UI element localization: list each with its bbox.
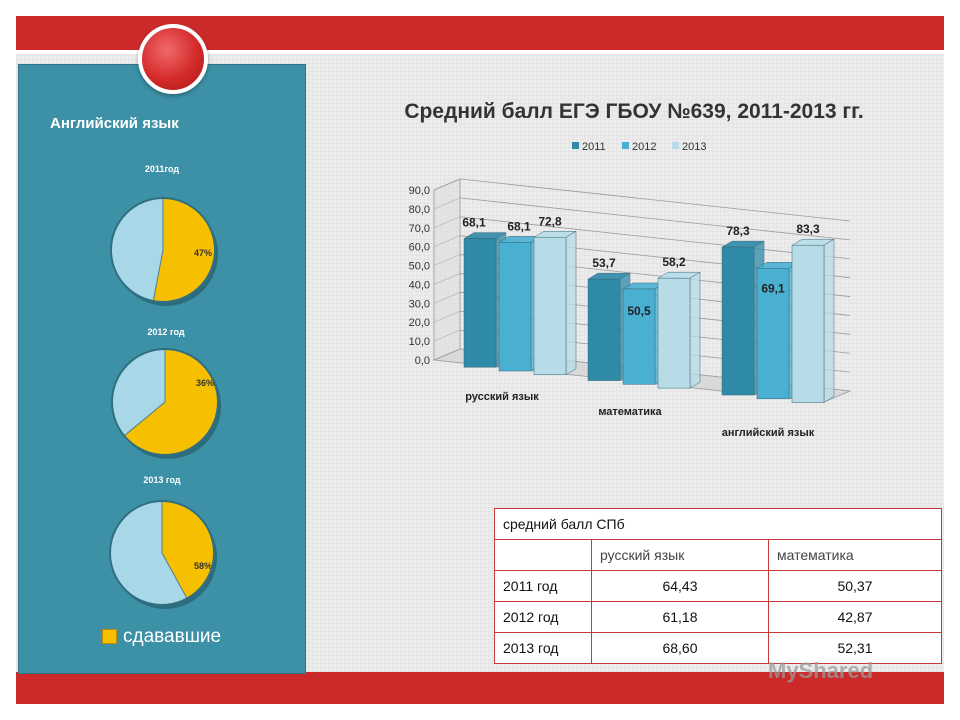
table-cell: 64,43 bbox=[591, 570, 769, 602]
table-cell-year: 2011 год bbox=[494, 570, 592, 602]
pie-legend-label: сдававшие bbox=[123, 626, 222, 647]
y-tick-label: 60,0 bbox=[409, 242, 430, 254]
table-cell: 50,37 bbox=[768, 570, 942, 602]
legend-label-2011: 2011 bbox=[582, 141, 606, 153]
bar-value-label: 83,3 bbox=[796, 222, 820, 236]
bar-side bbox=[565, 230, 577, 376]
legend-swatch-2012 bbox=[622, 142, 629, 149]
y-tick-label: 10,0 bbox=[409, 336, 430, 348]
y-tick-label: 70,0 bbox=[409, 223, 430, 235]
y-tick-label: 90,0 bbox=[409, 185, 430, 197]
table-cell: 42,87 bbox=[768, 601, 942, 633]
bar-front bbox=[463, 238, 497, 368]
table-row: 2011 год 64,43 50,37 bbox=[494, 570, 942, 602]
legend-swatch bbox=[102, 629, 117, 645]
bar-chart: Средний балл ЕГЭ ГБОУ №639, 2011-2013 гг… bbox=[404, 100, 863, 439]
table-header-cell: русский язык bbox=[591, 539, 769, 571]
bar-value-label: 50,5 bbox=[627, 304, 651, 318]
pie-legend: сдававшие bbox=[102, 626, 221, 648]
bar-value-label: 69,1 bbox=[761, 281, 785, 295]
y-tick-label: 20,0 bbox=[409, 317, 430, 329]
bar-2013-2 bbox=[791, 238, 835, 403]
table-cell-year: 2013 год bbox=[494, 632, 592, 664]
y-tick-label: 50,0 bbox=[409, 261, 430, 273]
spb-average-table: средний балл СПб русский язык математика… bbox=[494, 508, 942, 664]
bar-front bbox=[498, 242, 532, 372]
table-row: 2013 год 68,60 52,31 bbox=[494, 632, 942, 664]
bar-2013-1 bbox=[657, 271, 701, 389]
table-cell: 68,60 bbox=[591, 632, 769, 664]
bar-value-label: 58,2 bbox=[662, 255, 686, 269]
y-tick-label: 0,0 bbox=[415, 355, 430, 367]
bar-value-label: 78,3 bbox=[726, 224, 750, 238]
bar-value-label: 68,1 bbox=[507, 219, 531, 233]
category-label: математика bbox=[598, 406, 662, 418]
legend-swatch-2013 bbox=[672, 142, 679, 149]
table-cell: 52,31 bbox=[768, 632, 942, 664]
pie-year-2012: 2012 год bbox=[147, 327, 185, 337]
legend-label-2012: 2012 bbox=[632, 141, 656, 153]
pie-year-2013: 2013 год bbox=[143, 475, 181, 485]
bar-front bbox=[721, 246, 755, 396]
y-tick-label: 30,0 bbox=[409, 298, 430, 310]
bar-front bbox=[533, 237, 567, 376]
gridline bbox=[433, 178, 851, 222]
category-label: английский язык bbox=[722, 427, 815, 439]
bottom-red-band bbox=[16, 672, 944, 704]
bar-side bbox=[689, 271, 701, 389]
table-header-cell: математика bbox=[768, 539, 942, 571]
bar-2013-0 bbox=[533, 230, 577, 376]
chart-title: Средний балл ЕГЭ ГБОУ №639, 2011-2013 гг… bbox=[404, 100, 863, 123]
bar-value-label: 72,8 bbox=[538, 214, 562, 228]
table-cell-year: 2012 год bbox=[494, 601, 592, 633]
bar-front bbox=[587, 278, 621, 381]
table-caption: средний балл СПб bbox=[494, 508, 942, 540]
y-tick-label: 80,0 bbox=[409, 204, 430, 216]
table-cell: 61,18 bbox=[591, 601, 769, 633]
decorative-red-circle bbox=[138, 24, 208, 94]
table-header-cell bbox=[494, 539, 592, 571]
legend-label-2013: 2013 bbox=[682, 141, 706, 153]
chart-side-wall bbox=[433, 178, 461, 361]
bar-side bbox=[823, 238, 835, 403]
bar-front bbox=[756, 268, 790, 400]
pie-year-2011: 2011год bbox=[144, 164, 180, 174]
table-row: 2012 год 61,18 42,87 bbox=[494, 601, 942, 633]
bar-front bbox=[791, 244, 825, 403]
y-tick-label: 40,0 bbox=[409, 279, 430, 291]
category-label: русский язык bbox=[465, 391, 539, 403]
bar-front bbox=[657, 277, 691, 389]
bar-value-label: 68,1 bbox=[462, 216, 486, 230]
bar-value-label: 53,7 bbox=[592, 256, 616, 270]
legend-swatch-2011 bbox=[572, 142, 579, 149]
watermark-logo: MyShared bbox=[768, 658, 874, 683]
left-panel bbox=[18, 64, 306, 674]
panel-subject-title: Английский язык bbox=[50, 115, 179, 132]
bar-front bbox=[622, 288, 656, 385]
